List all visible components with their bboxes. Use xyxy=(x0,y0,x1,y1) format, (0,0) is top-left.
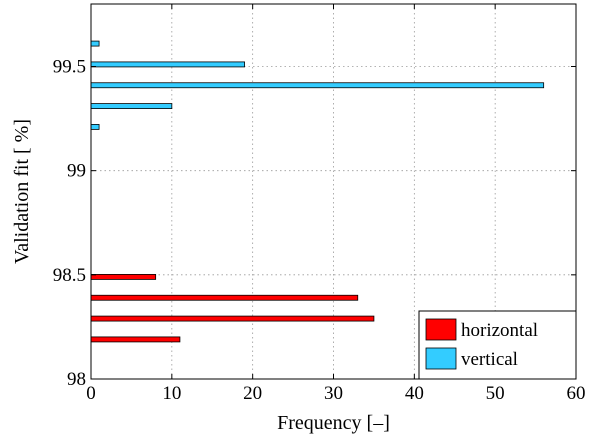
y-axis-label: Validation fit [ %] xyxy=(11,119,33,264)
bar-vertical xyxy=(90,124,100,130)
legend: horizontal vertical xyxy=(418,310,577,380)
legend-label-vertical: vertical xyxy=(461,349,518,370)
bar-vertical xyxy=(90,103,173,109)
bar-vertical xyxy=(90,61,245,68)
bar-horizontal xyxy=(90,336,181,343)
y-tick-label: 98 xyxy=(67,369,86,390)
bar-horizontal xyxy=(90,315,375,322)
x-tick-label: 60 xyxy=(567,383,586,404)
y-tick-label: 99 xyxy=(67,161,86,182)
legend-swatch-horizontal xyxy=(425,318,457,341)
bar-horizontal xyxy=(90,274,157,280)
x-tick-label: 30 xyxy=(324,383,343,404)
x-tick-label: 40 xyxy=(405,383,424,404)
bar-horizontal xyxy=(90,294,359,301)
x-tick-label: 0 xyxy=(86,383,96,404)
bar-vertical xyxy=(90,82,545,89)
bar-vertical xyxy=(90,40,100,47)
x-tick-label: 50 xyxy=(486,383,505,404)
legend-swatch-vertical xyxy=(425,347,457,370)
x-axis-label: Frequency [–] xyxy=(277,412,390,434)
legend-label-horizontal: horizontal xyxy=(461,320,538,341)
y-tick-label: 99.5 xyxy=(53,57,86,78)
x-tick-label: 10 xyxy=(162,383,181,404)
y-tick-label: 98.5 xyxy=(53,265,86,286)
bars xyxy=(90,40,545,343)
x-tick-label: 20 xyxy=(243,383,262,404)
